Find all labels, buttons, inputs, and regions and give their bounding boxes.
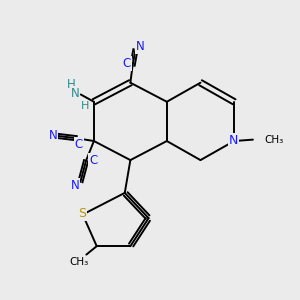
Text: H: H — [67, 78, 76, 92]
Text: C: C — [75, 138, 83, 151]
Text: CH₃: CH₃ — [264, 135, 284, 145]
Text: C: C — [89, 154, 97, 166]
Text: S: S — [78, 207, 86, 220]
Text: CH₃: CH₃ — [69, 257, 89, 267]
Text: H: H — [81, 101, 90, 111]
Text: C: C — [122, 57, 130, 70]
Text: N: N — [49, 130, 57, 142]
Text: N: N — [136, 40, 145, 53]
Text: N: N — [71, 87, 80, 100]
Text: N: N — [70, 179, 79, 192]
Text: N: N — [229, 134, 238, 147]
